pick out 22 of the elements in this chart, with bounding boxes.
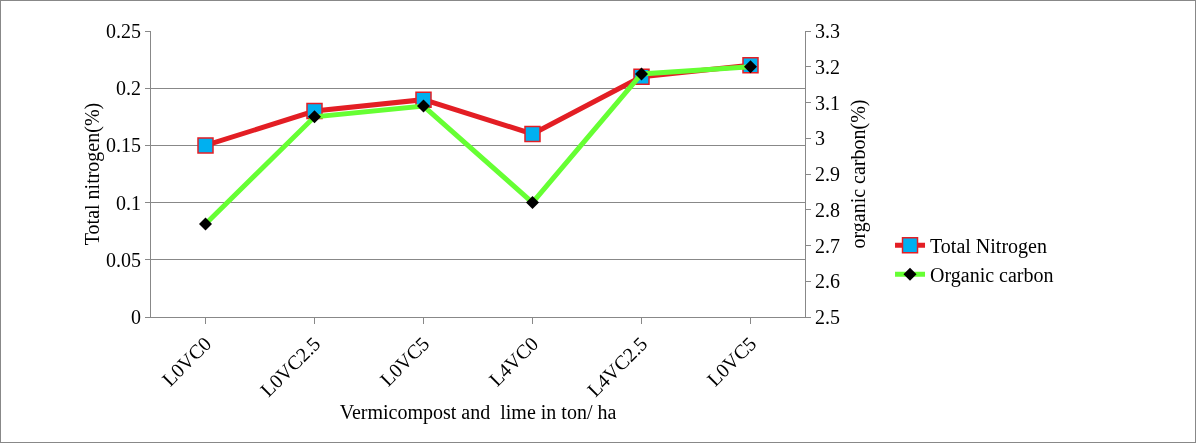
y-tick-label: 0.15: [106, 134, 141, 157]
y2-tick-label: 3.1: [815, 91, 840, 114]
y-axis-title: Total nitrogen(%): [81, 102, 104, 246]
y2-tick-label: 2.8: [815, 198, 840, 221]
y-tick-label: 0.25: [106, 20, 141, 42]
legend-label: Organic carbon: [930, 264, 1054, 288]
y-tick-label: 0: [131, 306, 141, 328]
y2-tick-label: 2.9: [815, 163, 840, 185]
y2-axis-title: organic carbon(%): [847, 99, 870, 249]
y-tick-label: 0.2: [116, 77, 141, 100]
x-axis-title: Vermicompost and lime in ton/ ha: [339, 400, 617, 424]
y2-tick-label: 3.3: [815, 20, 840, 42]
y2-tick-label: 3: [815, 127, 825, 150]
y2-tick-label: 3.2: [815, 55, 840, 78]
y2-tick-label: 2.7: [815, 234, 840, 257]
legend-label: Total Nitrogen: [930, 235, 1047, 259]
y-tick-label: 0.05: [106, 248, 141, 271]
y2-tick-label: 2.6: [815, 270, 840, 293]
point: [524, 125, 541, 143]
y-tick-label: 0.1: [116, 191, 141, 214]
point: [197, 137, 214, 154]
y2-tick-label: 2.5: [815, 306, 840, 328]
